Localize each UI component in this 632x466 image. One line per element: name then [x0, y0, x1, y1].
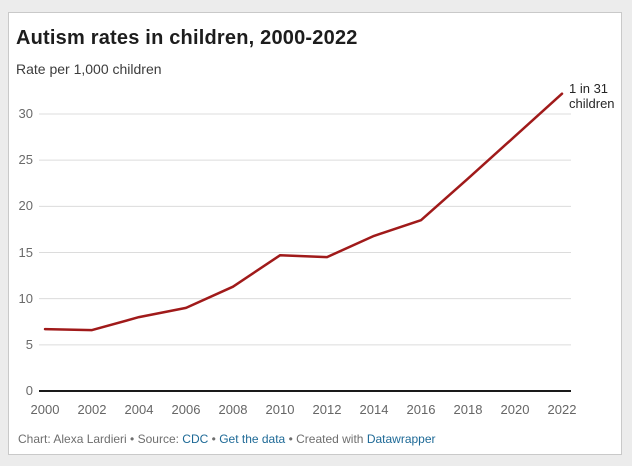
x-tick-label-2008: 2008	[218, 402, 248, 417]
footer-created-with: • Created with	[288, 432, 364, 446]
y-tick-label-5: 5	[25, 336, 33, 352]
datawrapper-link[interactable]: Datawrapper	[366, 432, 436, 446]
x-tick-label-2006: 2006	[171, 402, 201, 417]
plot-area: 0 5 10 15 20 25 30 2000 2002 2004 2006 2008 2010 201…	[9, 13, 623, 456]
x-tick-label-2012: 2012	[312, 402, 342, 417]
chart-title: Autism rates in children, 2000-2022	[16, 27, 358, 49]
y-tick-label-0: 0	[25, 383, 33, 398]
autism-rate-line-series	[43, 92, 564, 332]
source-cdc-link[interactable]: CDC	[182, 432, 209, 446]
y-tick-label-30: 30	[18, 106, 33, 121]
footer-byline: Chart: Alexa Lardieri • Source:	[18, 432, 179, 446]
x-tick-label-2018: 2018	[453, 402, 483, 417]
chart-subtitle: Rate per 1,000 children	[16, 61, 162, 77]
get-the-data-link[interactable]: Get the data	[219, 432, 286, 446]
line-chart-svg	[39, 92, 571, 392]
chart-card: Autism rates in children, 2000-2022 Rate…	[8, 12, 622, 455]
y-tick-label-20: 20	[18, 198, 33, 214]
y-tick-label-15: 15	[18, 244, 33, 260]
footer-separator: •	[211, 432, 216, 446]
x-tick-label-2014: 2014	[359, 402, 389, 417]
x-tick-label-2004: 2004	[124, 402, 154, 417]
annotation-line2: children	[569, 96, 615, 111]
x-tick-label-2000: 2000	[30, 402, 60, 417]
annotation-line1: 1 in 31	[569, 81, 609, 96]
x-tick-label-2002: 2002	[77, 402, 107, 417]
footer-attribution: Chart: Alexa Lardieri • Source: CDC • Ge…	[18, 432, 436, 446]
x-tick-label-2022: 2022	[547, 402, 577, 417]
y-tick-label-10: 10	[18, 290, 33, 306]
endpoint-annotation: 1 in 31 children	[569, 81, 615, 111]
y-tick-label-25: 25	[18, 152, 33, 168]
x-tick-label-2010: 2010	[265, 402, 295, 417]
x-tick-label-2020: 2020	[500, 402, 530, 417]
x-tick-label-2016: 2016	[406, 402, 436, 417]
